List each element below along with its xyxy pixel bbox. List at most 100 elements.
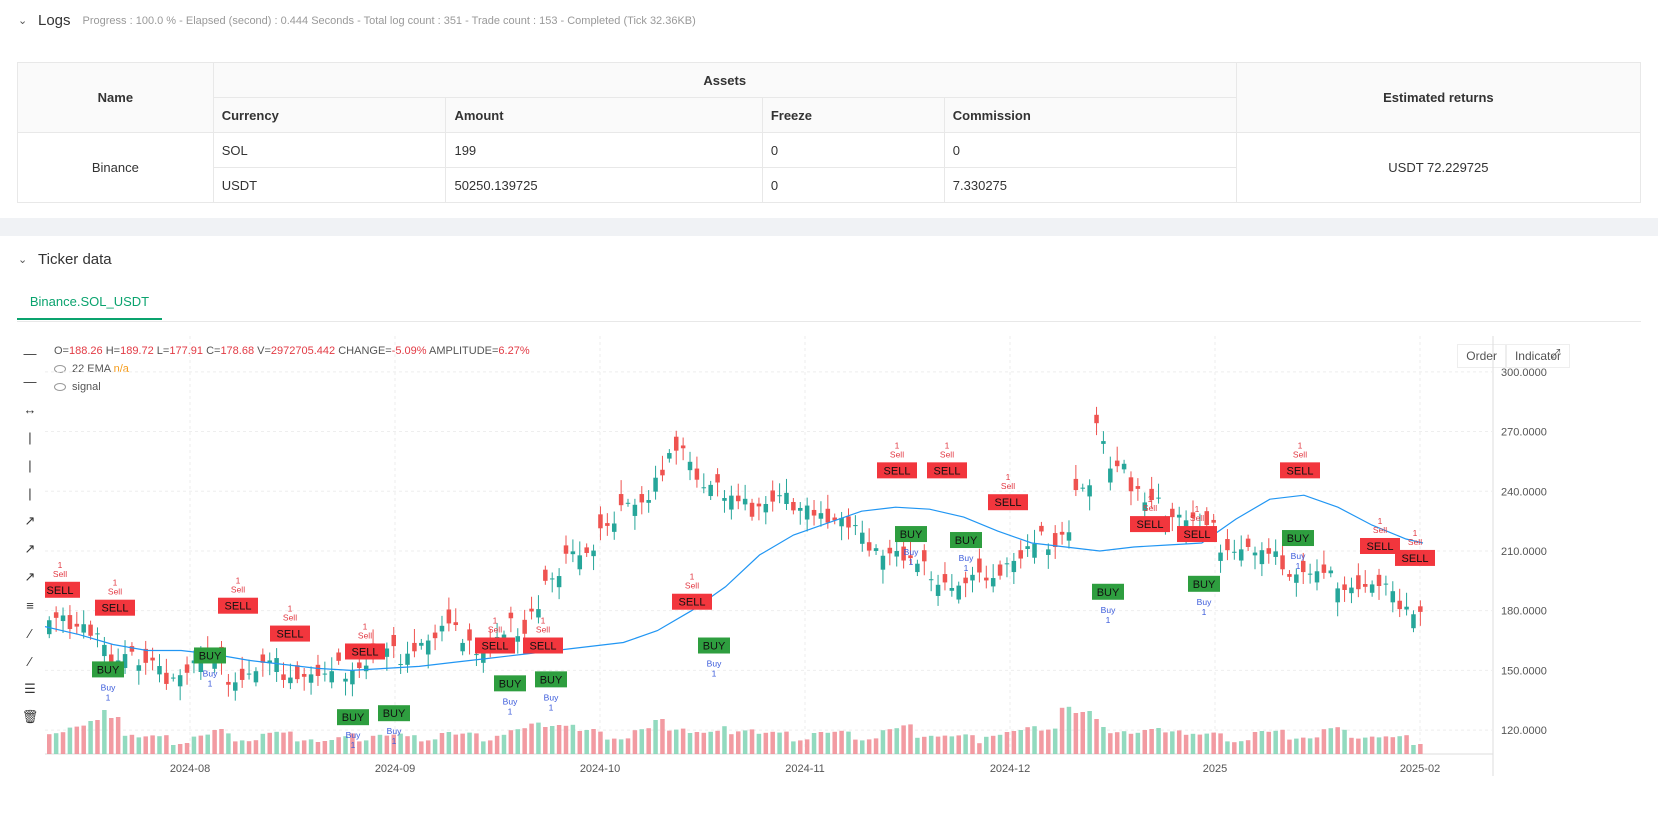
- fullscreen-icon[interactable]: ⤢: [1550, 346, 1561, 361]
- vertical-segment-icon[interactable]: |: [28, 457, 32, 473]
- parallel-channel-icon[interactable]: ∕: [28, 625, 32, 641]
- volume-bar: [260, 733, 266, 754]
- candle-body: [391, 634, 396, 647]
- volume-bar: [935, 736, 941, 754]
- horizontal-ray-icon[interactable]: —: [23, 373, 37, 389]
- signal-box: [194, 647, 226, 664]
- candle-body: [1094, 414, 1099, 424]
- candle-body: [95, 633, 100, 635]
- volume-bar: [1114, 732, 1120, 754]
- signal-text: BUY: [703, 641, 726, 653]
- volume-bar: [1108, 733, 1113, 754]
- signal-box: [1130, 516, 1170, 533]
- candle-body: [1404, 606, 1409, 610]
- x-tick-label: 2024-12: [990, 763, 1030, 775]
- signal-box: [378, 705, 410, 722]
- volume-bar: [150, 735, 155, 754]
- candle-body: [191, 660, 197, 664]
- vertical-ray-icon[interactable]: |: [28, 485, 32, 501]
- trash-icon[interactable]: 🗑: [21, 709, 39, 724]
- volume-bar: [1356, 738, 1361, 754]
- logs-header[interactable]: ⌄ Logs Progress : 100.0 % - Elapsed (sec…: [18, 12, 696, 29]
- header-name: Name: [17, 62, 214, 133]
- volume-bar: [563, 725, 569, 754]
- fibonacci-icon[interactable]: ∕: [28, 653, 32, 669]
- signal-box: [1188, 575, 1220, 592]
- volume-bar: [667, 730, 672, 754]
- signal-count: 1: [964, 563, 969, 573]
- volume-bar: [611, 738, 617, 754]
- volume-bar: [598, 731, 603, 754]
- price-line-icon[interactable]: ≡: [26, 597, 34, 613]
- candle-body: [935, 584, 941, 596]
- volume-bar: [984, 736, 989, 754]
- chevron-down-icon[interactable]: ⌄: [18, 253, 28, 266]
- volume-bar: [1349, 737, 1354, 754]
- signal-box: [494, 675, 526, 692]
- signal-caption: Sell: [1143, 503, 1157, 513]
- volume-bar: [1011, 731, 1017, 754]
- volume-bar: [494, 735, 500, 754]
- volume-bar: [970, 735, 975, 754]
- signal-text: BUY: [540, 674, 563, 686]
- signal-count: 1: [1298, 440, 1303, 450]
- volume-bar: [860, 740, 865, 754]
- vertical-line-icon[interactable]: |: [28, 429, 32, 445]
- candle-body: [1328, 570, 1334, 574]
- tab-sol-usdt[interactable]: Binance.SOL_USDT: [17, 284, 162, 320]
- volume-bar: [81, 725, 86, 754]
- candle-body: [729, 495, 734, 510]
- candle-body: [184, 664, 190, 673]
- volume-bar: [1411, 745, 1416, 754]
- volume-bar: [184, 743, 190, 754]
- candle-body: [536, 609, 541, 618]
- eye-icon[interactable]: [54, 365, 66, 374]
- volume-bar: [756, 733, 762, 754]
- horizontal-line-icon[interactable]: —: [23, 345, 37, 361]
- candle-body: [281, 674, 286, 680]
- candle-body: [1204, 511, 1210, 526]
- chevron-down-icon[interactable]: ⌄: [18, 14, 28, 27]
- volume-bar: [109, 718, 114, 754]
- volume-bar: [701, 732, 707, 754]
- volume-bar: [233, 741, 238, 754]
- eye-icon[interactable]: [54, 383, 66, 392]
- volume-bar: [1135, 732, 1141, 754]
- chart-buttons: Order Indicator: [1457, 344, 1570, 368]
- trend-line-icon[interactable]: ↗: [24, 513, 36, 528]
- volume-bar: [1156, 728, 1161, 754]
- volume-bar: [88, 721, 93, 754]
- horizontal-segment-icon[interactable]: ↔: [23, 401, 37, 417]
- ray-line-icon[interactable]: ↗: [24, 541, 36, 556]
- volume-bar: [1266, 731, 1272, 754]
- order-button[interactable]: Order: [1457, 344, 1506, 368]
- ticker-header[interactable]: ⌄ Ticker data: [18, 251, 112, 268]
- volume-bar: [1300, 737, 1306, 754]
- signal-caption: Sell: [283, 613, 297, 623]
- straight-line-icon[interactable]: ↗: [24, 569, 36, 584]
- volume-bar: [501, 734, 507, 754]
- candle-body: [1135, 486, 1141, 489]
- candle-body: [763, 503, 769, 513]
- candle-body: [667, 453, 672, 459]
- signal-box: [95, 599, 135, 616]
- signal-text: SELL: [884, 465, 911, 477]
- candle-body: [1004, 563, 1010, 565]
- signal-text: SELL: [530, 641, 557, 653]
- volume-bar: [322, 741, 328, 754]
- candle-body: [1266, 548, 1272, 554]
- volume-bar: [1066, 706, 1072, 754]
- price-chart[interactable]: 300.0000 270.0000 240.0000 210.0000 180.0000…: [45, 336, 1645, 820]
- signal-box: [1360, 537, 1400, 554]
- volume-bar: [1280, 729, 1285, 754]
- measure-icon[interactable]: ☰: [24, 681, 36, 696]
- candle-body: [453, 622, 459, 626]
- volume-bar: [226, 733, 231, 754]
- volume-bar: [1101, 727, 1106, 754]
- candle-body: [1121, 463, 1127, 470]
- candle-body: [1342, 584, 1347, 590]
- signal-legend[interactable]: signal: [54, 378, 530, 396]
- candle-body: [605, 523, 610, 526]
- indicator-button[interactable]: Indicator: [1505, 344, 1570, 368]
- volume-bar: [122, 735, 128, 754]
